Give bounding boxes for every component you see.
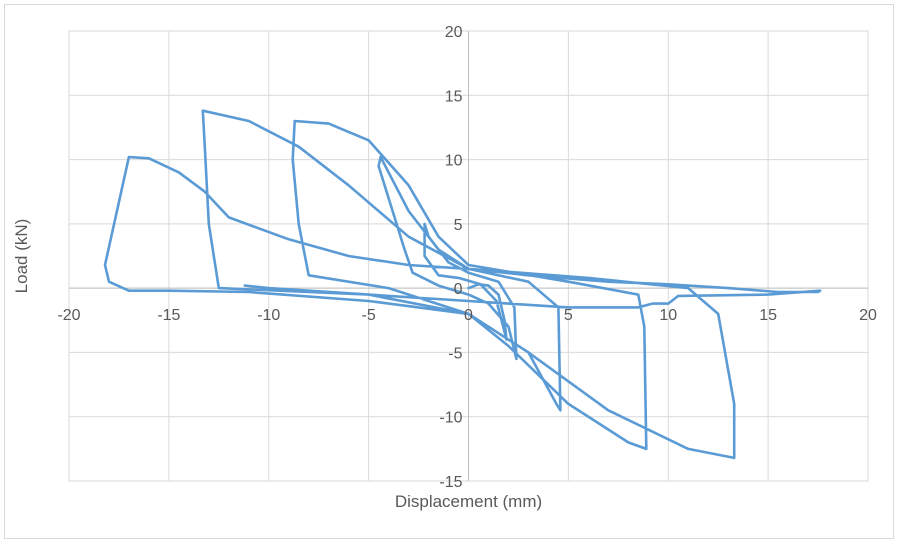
x-tick-label: 0 [464,307,473,324]
hysteresis-series-line [103,109,822,460]
x-tick-label: 15 [759,307,777,324]
tick-labels: -20 -15 -10 -5 0 5 10 15 20 -15 -10 -5 0 5 10 15 20 [57,24,877,491]
x-tick-label: 10 [659,307,677,324]
y-tick-label: 5 [454,217,463,234]
x-tick-label: 20 [859,307,877,324]
x-tick-label: 5 [564,307,573,324]
x-tick-label: -15 [157,307,180,324]
x-tick-label: -10 [257,307,280,324]
y-tick-label: -5 [448,345,462,362]
x-axis-title: Displacement (mm) [395,492,542,511]
x-tick-label: -20 [57,307,80,324]
y-axis-title: Load (kN) [12,219,31,294]
load-displacement-chart: -20 -15 -10 -5 0 5 10 15 20 -15 -10 -5 0 5 10 15 20 Disp… [12,24,877,511]
y-tick-label: -10 [439,410,462,427]
y-tick-label: 20 [445,24,463,41]
y-tick-label: 0 [454,281,463,298]
series-layer [103,109,822,460]
chart-frame: -20 -15 -10 -5 0 5 10 15 20 -15 -10 -5 0 5 10 15 20 Disp… [4,4,894,539]
y-tick-label: 10 [445,153,463,170]
x-tick-label: -5 [362,307,376,324]
y-tick-label: -15 [439,474,462,491]
y-tick-label: 15 [445,88,463,105]
